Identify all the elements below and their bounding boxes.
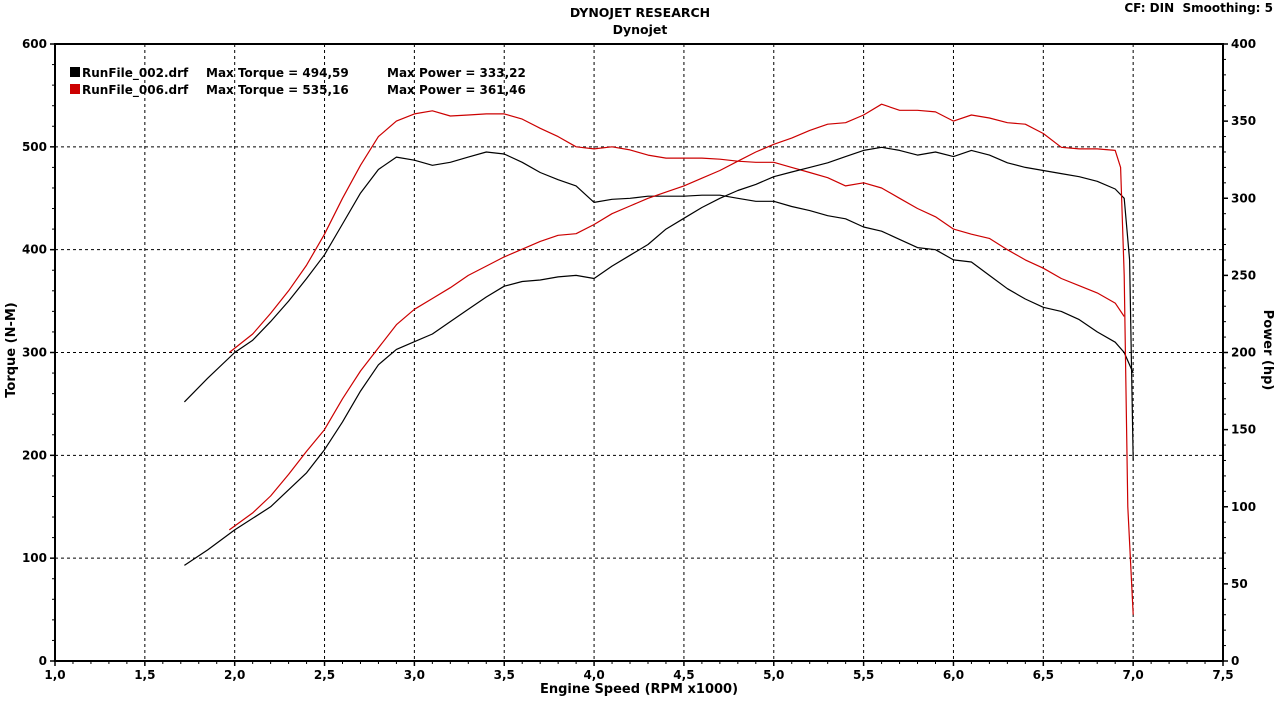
- x-tick-label: 2,0: [224, 668, 245, 682]
- y-right-tick-label: 350: [1231, 114, 1256, 128]
- x-tick-label: 1,0: [44, 668, 65, 682]
- x-axis-title: Engine Speed (RPM x1000): [540, 682, 738, 697]
- x-tick-label: 1,5: [134, 668, 155, 682]
- y-axis-left-title: Torque (N-M): [4, 302, 19, 397]
- x-tick-label: 4,5: [673, 668, 694, 682]
- y-left-tick-label: 400: [22, 243, 47, 257]
- legend-swatch-1: [70, 84, 80, 94]
- legend: RunFile_002.drf Max Torque = 494,59 Max …: [70, 66, 526, 98]
- x-tick-label: 5,0: [763, 668, 784, 682]
- y-right-tick-label: 200: [1231, 346, 1256, 360]
- series-line-torque-run002: [183, 151, 1134, 403]
- y-right-tick-label: 300: [1231, 191, 1256, 205]
- legend-torque-1: Max Torque = 535,16: [206, 83, 349, 97]
- y-left-tick-label: 300: [22, 346, 47, 360]
- y-right-tick-label: 400: [1231, 37, 1256, 51]
- grid: [55, 44, 1223, 661]
- x-tick-label: 4,0: [583, 668, 604, 682]
- x-tick-label: 5,5: [853, 668, 874, 682]
- x-tick-label: 2,5: [314, 668, 335, 682]
- legend-power-1: Max Power = 361,46: [387, 83, 526, 97]
- legend-torque-0: Max Torque = 494,59: [206, 66, 349, 80]
- y-left-tick-label: 600: [22, 37, 47, 51]
- chart-title: DYNOJET RESEARCH: [570, 5, 710, 20]
- y-left-tick-label: 0: [39, 654, 47, 668]
- y-right-tick-label: 250: [1231, 268, 1256, 282]
- y-left-tick-label: 500: [22, 140, 47, 154]
- y-axis-right-title: Power (hp): [1260, 310, 1275, 391]
- y-left-tick-label: 200: [22, 448, 47, 462]
- x-tick-label: 6,0: [943, 668, 964, 682]
- y-left-tick-label: 100: [22, 551, 47, 565]
- series-line-power-run006: [228, 103, 1134, 615]
- y-right-tick-label: 150: [1231, 423, 1256, 437]
- chart-subtitle: Dynojet: [613, 22, 668, 37]
- series-line-torque-run006: [228, 110, 1125, 353]
- legend-swatch-0: [70, 67, 80, 77]
- y-right-tick-label: 100: [1231, 500, 1256, 514]
- ticks: 1,0 1,5 2,0 2,5 3,0 3,5 4,0 4,5 5,0 5,5 6,0 6,5 7,0 7…: [22, 37, 1256, 682]
- x-tick-label: 3,0: [404, 668, 425, 682]
- x-tick-label: 3,5: [494, 668, 515, 682]
- legend-file-0: RunFile_002.drf: [82, 66, 189, 81]
- y-right-tick-label: 0: [1231, 654, 1239, 668]
- legend-power-0: Max Power = 333,22: [387, 66, 526, 80]
- x-tick-label: 6,5: [1033, 668, 1054, 682]
- x-tick-label: 7,0: [1123, 668, 1144, 682]
- x-tick-label: 7,5: [1212, 668, 1233, 682]
- legend-file-1: RunFile_006.drf: [82, 83, 189, 98]
- y-right-tick-label: 50: [1231, 577, 1248, 591]
- corner-info: CF: DIN Smoothing: 5: [1124, 1, 1273, 15]
- series-layer: [183, 103, 1134, 615]
- series-line-power-run002: [184, 146, 1134, 566]
